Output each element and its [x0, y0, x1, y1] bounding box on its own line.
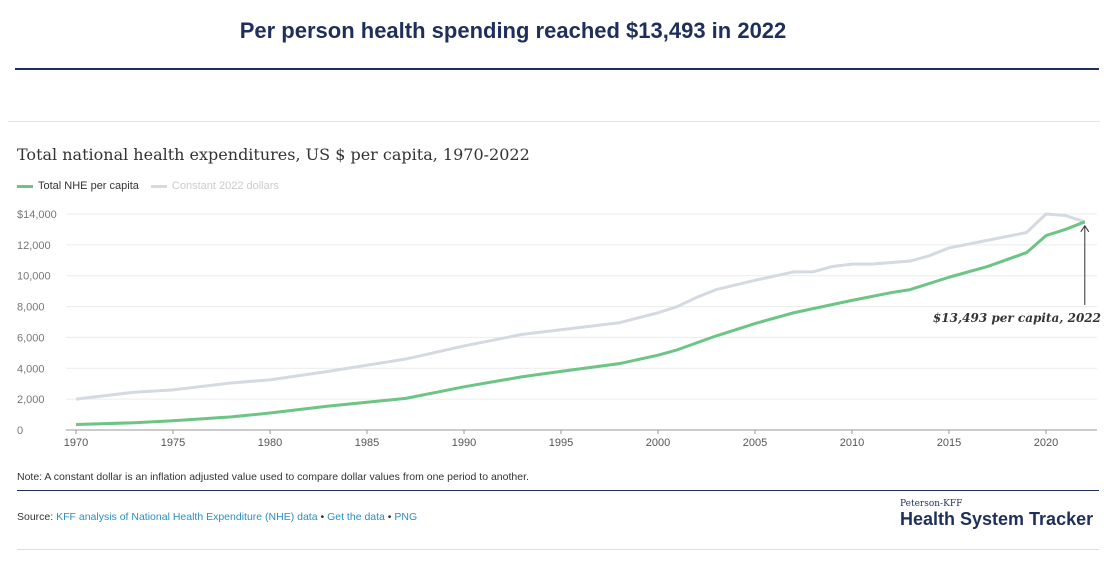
legend-swatch	[150, 184, 167, 188]
source-label: Source:	[17, 511, 54, 523]
y-tick-label: 10,000	[17, 271, 51, 283]
x-tick-label: 2020	[1034, 437, 1058, 449]
legend-swatch	[17, 184, 33, 188]
x-tick-label: 1980	[258, 437, 282, 449]
y-tick-label: 4,000	[17, 363, 45, 375]
logo-small: Peterson-KFF	[900, 499, 963, 509]
x-tick-label: 2000	[646, 437, 670, 449]
x-tick-label: 2015	[937, 437, 961, 449]
x-tick-label: 1975	[161, 437, 185, 449]
divider	[15, 68, 1099, 70]
legend-item-nhe[interactable]: Total NHE per capita	[17, 180, 139, 192]
series-line-nhe	[75, 220, 1086, 427]
annotation-label: $13,493 per capita, 2022	[933, 311, 1101, 325]
note: Note: A constant dollar is an inflation …	[17, 471, 529, 483]
legend-item-constant[interactable]: Constant 2022 dollars	[150, 180, 279, 192]
legend: Total NHE per capita Constant 2022 dolla…	[17, 180, 279, 192]
chart-title: Total national health expenditures, US $…	[17, 145, 530, 164]
y-tick-label: 0	[17, 425, 23, 437]
x-tick-label: 2010	[840, 437, 864, 449]
logo: Peterson-KFF Health System Tracker	[900, 499, 1093, 530]
y-tick-label: 2,000	[17, 394, 45, 406]
y-tick-label: 12,000	[17, 240, 51, 252]
separator: •	[317, 511, 328, 523]
y-tick-label: 8,000	[17, 302, 45, 314]
source: Source: KFF analysis of National Health …	[17, 511, 417, 523]
png-link[interactable]: PNG	[394, 511, 418, 523]
x-tick-label: 1995	[549, 437, 573, 449]
x-tick-label: 1990	[452, 437, 476, 449]
legend-label: Total NHE per capita	[38, 180, 139, 192]
divider	[8, 121, 1100, 122]
x-tick-label: 1985	[355, 437, 379, 449]
arrow-icon	[1080, 224, 1090, 233]
headline: Per person health spending reached $13,4…	[239, 18, 787, 43]
source-link[interactable]: KFF analysis of National Health Expendit…	[56, 511, 318, 523]
chart: 0 2,000 4,000 6,000 8,000 10,000 12,000 $14,000…	[17, 209, 1101, 449]
x-tick-label: 1970	[64, 437, 88, 449]
separator: •	[384, 511, 395, 523]
series-line-constant	[75, 212, 1086, 401]
logo-big: Health System Tracker	[900, 509, 1094, 529]
y-tick-label: $14,000	[17, 209, 57, 221]
x-tick-label: 2005	[743, 437, 767, 449]
divider	[17, 490, 1099, 491]
divider	[17, 549, 1099, 550]
get-data-link[interactable]: Get the data	[327, 511, 385, 523]
legend-label: Constant 2022 dollars	[171, 180, 279, 192]
y-tick-label: 6,000	[17, 332, 45, 344]
